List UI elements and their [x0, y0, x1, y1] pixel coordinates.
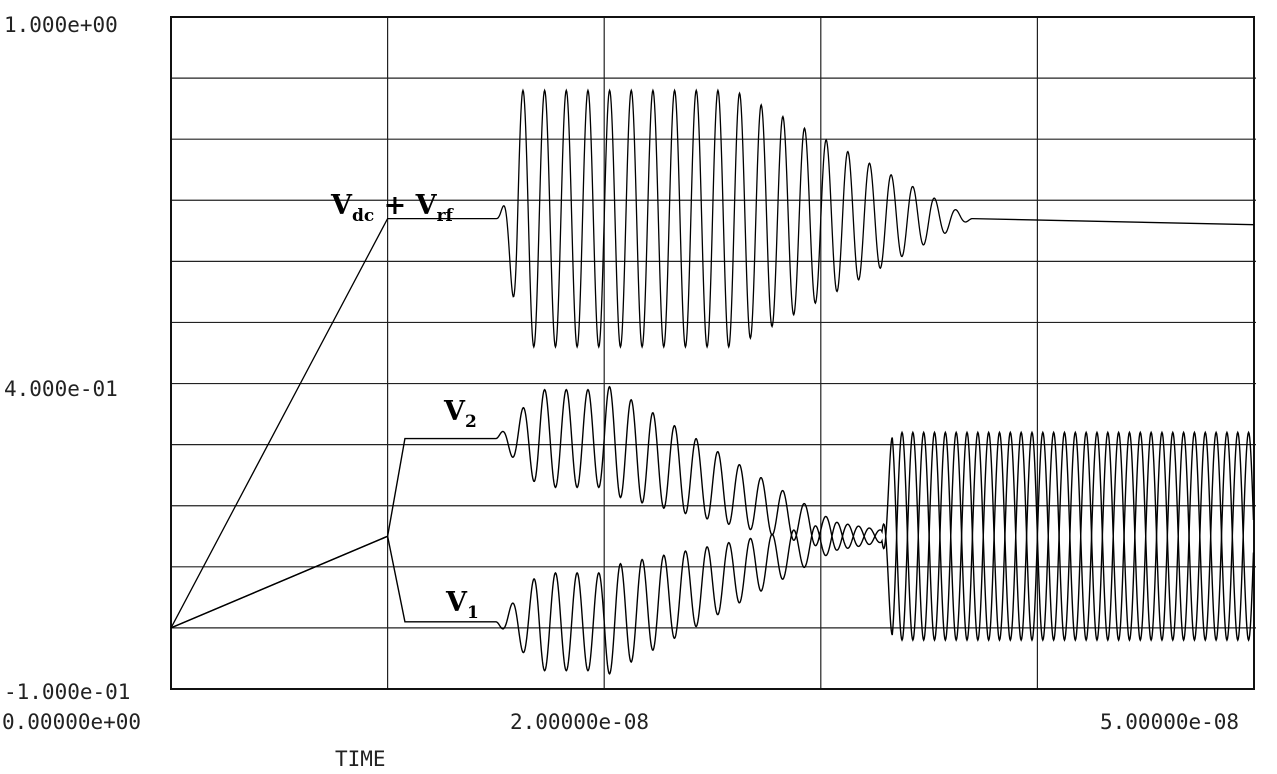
x-tick-label-mid: 2.00000e-08	[510, 710, 649, 734]
label-v2-main: V	[443, 396, 466, 427]
series-line-v1	[170, 430, 1255, 675]
vertical-grid-lines	[387, 17, 1039, 689]
x-tick-label-end: 5.00000e-08	[1100, 710, 1239, 734]
label-v2-sub: 2	[465, 412, 477, 432]
label-v1-main: V	[445, 587, 468, 618]
x-axis-title: TIME	[335, 747, 386, 771]
series-label-v1: V1	[445, 587, 479, 623]
horizontal-grid-lines	[171, 77, 1256, 629]
series-line-vdc-vrf	[170, 88, 1255, 629]
y-tick-label-top: 1.000e+00	[4, 13, 118, 37]
series-label-vdc-vrf: Vdc + Vrf	[330, 190, 455, 226]
y-tick-label-mid: 4.000e-01	[4, 377, 118, 401]
series-label-v2: V2	[443, 396, 477, 432]
label-vdc-main: V	[330, 190, 353, 221]
y-tick-label-bottom: -1.000e-01	[4, 680, 130, 704]
x-tick-label-start: 0.00000e+00	[2, 710, 141, 734]
plot-frame	[170, 16, 1255, 690]
label-vdc-sub: dc	[352, 206, 374, 226]
label-vrf-sub: rf	[437, 206, 455, 226]
series-line-v2	[170, 385, 1255, 642]
label-plus: +	[374, 190, 415, 221]
label-v1-sub: 1	[467, 603, 479, 623]
label-vrf-main: V	[415, 190, 438, 221]
